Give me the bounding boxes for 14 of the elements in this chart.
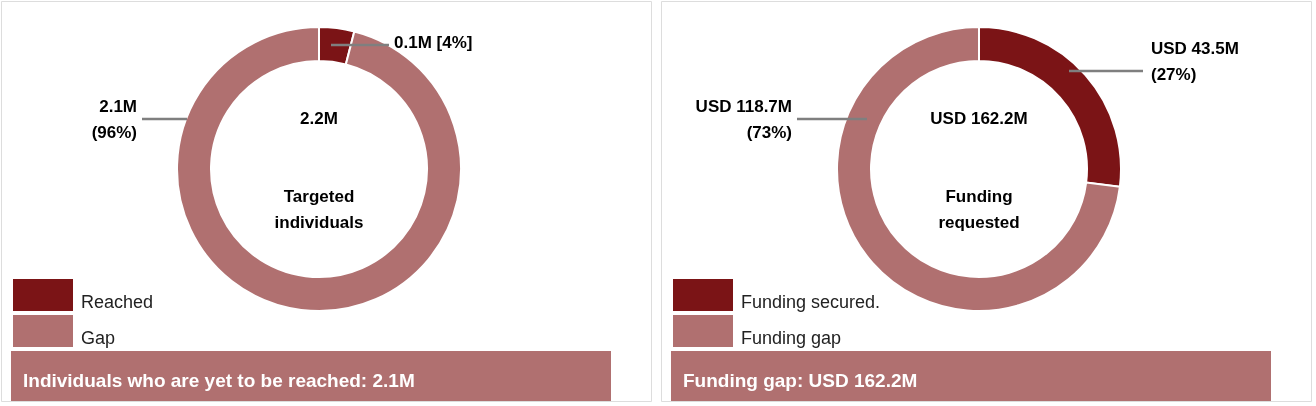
data-label: 0.1M [4%] (394, 33, 473, 52)
data-label: 2.1M (96%) (91, 97, 137, 142)
legend-label: Funding secured. (741, 292, 881, 312)
text: USD 162.2M (930, 109, 1028, 128)
text: Individuals who are yet to be reached: 2.1M (23, 370, 415, 391)
data-label: USD 43.5M (27%) (1151, 39, 1239, 84)
text: Funding requested (938, 187, 1020, 232)
data-label: USD 118.7M (73%) (695, 97, 792, 142)
legend-label: Funding gap (741, 328, 842, 348)
text: Targeted individuals (274, 187, 364, 232)
legend-label: Gap (81, 328, 116, 348)
text: Funding gap: USD 162.2M (683, 370, 918, 391)
legend-label: Reached (81, 292, 154, 312)
text: 2.2M (300, 109, 338, 128)
